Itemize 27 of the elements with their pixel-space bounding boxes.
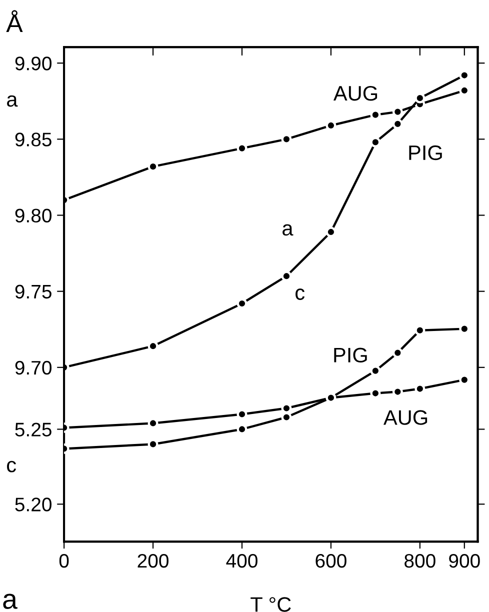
y-tick-label: 9.90 xyxy=(15,56,52,70)
x-tick-label: 800 xyxy=(404,554,436,568)
x-tick-label: 600 xyxy=(316,554,346,568)
annotation: c xyxy=(296,288,305,300)
series-label: AUG xyxy=(384,410,428,425)
y-tick-label: 9.75 xyxy=(15,284,52,299)
y-tick-label: 9.80 xyxy=(15,208,52,222)
x-tick-label: 400 xyxy=(226,554,258,568)
x-tick-label: 200 xyxy=(138,554,168,568)
y-tick-label: 5.20 xyxy=(15,498,52,512)
y-tick-label: 9.70 xyxy=(15,360,52,375)
legend-label: PIG xyxy=(409,145,442,160)
series-label: PIG xyxy=(334,348,367,362)
point xyxy=(392,118,403,130)
point xyxy=(281,270,292,282)
point xyxy=(392,348,403,358)
x-axis-title: T °C xyxy=(250,597,291,612)
x-tick-label: 0 xyxy=(59,554,69,568)
y-axis-title: c xyxy=(7,460,16,472)
y-tick-label: 5.25 xyxy=(15,422,52,436)
text: a xyxy=(3,594,18,609)
annotation: a xyxy=(282,224,294,236)
text: Å xyxy=(6,10,23,32)
y-tick-label: 9.85 xyxy=(15,132,52,146)
series-label: AUG xyxy=(333,86,378,101)
y-axis-title: a xyxy=(7,95,18,107)
x-tick-label: 900 xyxy=(449,554,480,568)
